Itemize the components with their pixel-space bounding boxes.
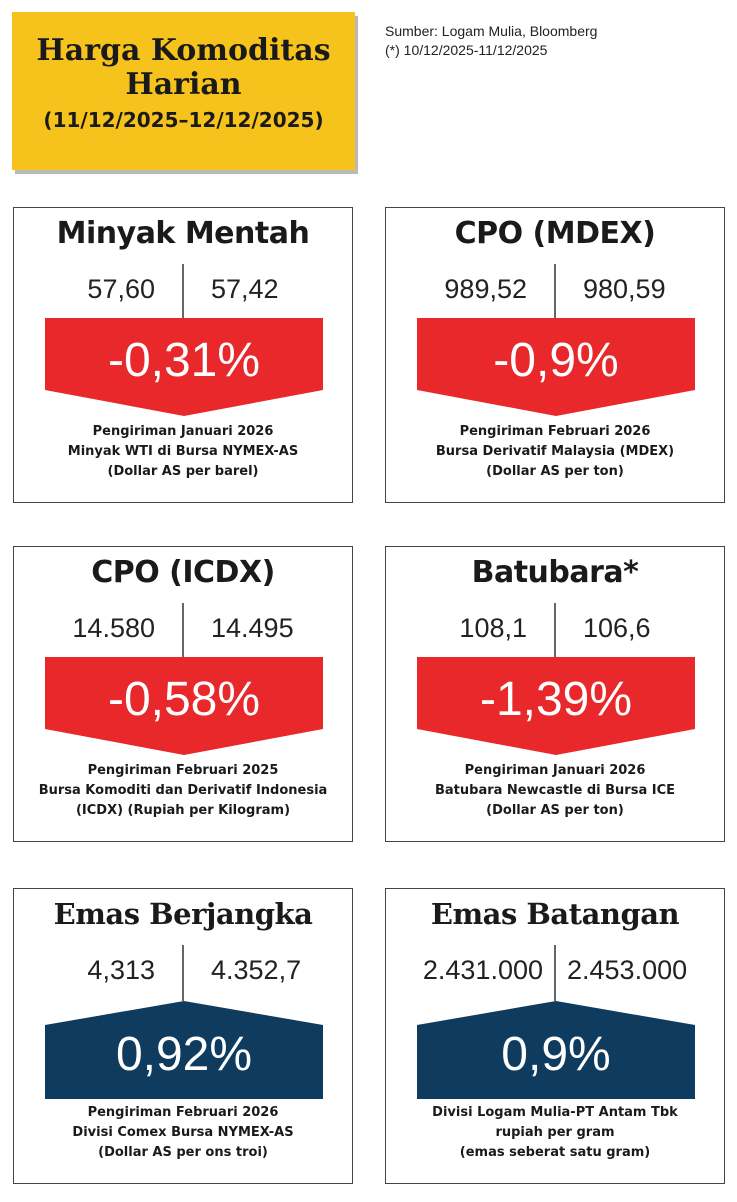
desc-line: (emas seberat satu gram): [459, 1145, 651, 1160]
current-price: 14.495: [211, 613, 294, 643]
card-description: Pengiriman Januari 2026 Minyak WTI di Bu…: [14, 422, 352, 482]
current-price: 4.352,7: [211, 955, 302, 985]
source-note: Sumber: Logam Mulia, Bloomberg (*) 10/12…: [385, 22, 597, 60]
desc-line: Pengiriman Februari 2026: [87, 1105, 279, 1120]
desc-line: Pengiriman Februari 2026: [459, 424, 651, 439]
card-title: Batubara*: [471, 555, 639, 590]
desc-line: (Dollar AS per ons troi): [98, 1145, 268, 1160]
source-date-note: (*) 10/12/2025-11/12/2025: [385, 42, 548, 58]
change-percent: -0,31%: [107, 334, 261, 387]
previous-price: 2.431.000: [422, 955, 543, 985]
value-divider: [182, 603, 184, 659]
current-price: 57,42: [211, 274, 279, 304]
page-title: Harga Komoditas Harian: [12, 34, 355, 102]
card-batubara: Batubara* 108,1 106,6 -1,39% Pengiriman …: [385, 546, 725, 842]
card-cpo-mdex: CPO (MDEX) 989,52 980,59 -0,9% Pengirima…: [385, 207, 725, 503]
previous-price: 57,60: [87, 274, 155, 304]
desc-line: rupiah per gram: [495, 1125, 615, 1140]
card-minyak-mentah: Minyak Mentah 57,60 57,42 -0,31% Pengiri…: [13, 207, 353, 503]
current-price: 2.453.000: [567, 955, 688, 985]
desc-line: Bursa Derivatif Malaysia (MDEX): [435, 444, 675, 459]
card-title: CPO (MDEX): [454, 216, 656, 251]
down-arrow-icon: [45, 657, 323, 755]
source-line: Sumber: Logam Mulia, Bloomberg: [385, 23, 598, 39]
card-description: Divisi Logam Mulia-PT Antam Tbk rupiah p…: [386, 1103, 724, 1163]
current-price: 106,6: [583, 613, 651, 643]
card-emas-batangan: Emas Batangan 2.431.000 2.453.000 0,9% D…: [385, 888, 725, 1184]
card-emas-berjangka: Emas Berjangka 4,313 4.352,7 0,92% Pengi…: [13, 888, 353, 1184]
card-title: Emas Berjangka: [53, 897, 313, 931]
change-percent: -1,39%: [479, 673, 633, 726]
card-cpo-icdx: CPO (ICDX) 14.580 14.495 -0,58% Pengirim…: [13, 546, 353, 842]
up-arrow-icon: [45, 1001, 323, 1099]
desc-line: Pengiriman Februari 2025: [87, 763, 279, 778]
card-description: Pengiriman Februari 2026 Divisi Comex Bu…: [14, 1103, 352, 1163]
desc-line: Batubara Newcastle di Bursa ICE: [434, 783, 676, 798]
desc-line: (ICDX) (Rupiah per Kilogram): [75, 803, 291, 818]
title-line-1: Harga Komoditas: [36, 33, 331, 68]
card-title: Minyak Mentah: [56, 216, 310, 251]
down-arrow-icon: [417, 318, 695, 416]
desc-line: Pengiriman Januari 2026: [464, 763, 646, 778]
card-description: Pengiriman Februari 2025 Bursa Komoditi …: [14, 761, 352, 821]
up-arrow-icon: [417, 1001, 695, 1099]
date-range: (11/12/2025–12/12/2025): [43, 108, 324, 132]
card-title: CPO (ICDX): [91, 555, 275, 590]
desc-line: (Dollar AS per barel): [107, 464, 259, 479]
value-divider: [182, 264, 184, 320]
desc-line: (Dollar AS per ton): [486, 803, 624, 818]
title-line-2: Harian: [125, 67, 242, 102]
card-description: Pengiriman Februari 2026 Bursa Derivatif…: [386, 422, 724, 482]
desc-line: Minyak WTI di Bursa NYMEX-AS: [67, 444, 299, 459]
change-percent: -0,9%: [493, 334, 619, 387]
desc-line: Divisi Comex Bursa NYMEX-AS: [72, 1125, 294, 1140]
current-price: 980,59: [583, 274, 666, 304]
desc-line: Pengiriman Januari 2026: [92, 424, 274, 439]
down-arrow-icon: [417, 657, 695, 755]
card-title: Emas Batangan: [430, 897, 680, 931]
desc-line: Bursa Komoditi dan Derivatif Indonesia: [38, 783, 328, 798]
desc-line: Divisi Logam Mulia-PT Antam Tbk: [432, 1105, 678, 1120]
change-percent: -0,58%: [107, 673, 261, 726]
down-arrow-icon: [45, 318, 323, 416]
value-divider: [554, 603, 556, 659]
value-divider: [554, 264, 556, 320]
value-divider: [182, 945, 184, 1001]
previous-price: 14.580: [72, 613, 155, 643]
value-divider: [554, 945, 556, 1001]
previous-price: 989,52: [444, 274, 527, 304]
previous-price: 108,1: [459, 613, 527, 643]
previous-price: 4,313: [87, 955, 155, 985]
card-description: Pengiriman Januari 2026 Batubara Newcast…: [386, 761, 724, 821]
change-percent: 0,9%: [501, 1028, 611, 1081]
desc-line: (Dollar AS per ton): [486, 464, 624, 479]
header-box: Harga Komoditas Harian (11/12/2025–12/12…: [12, 12, 355, 170]
change-percent: 0,92%: [115, 1028, 253, 1081]
